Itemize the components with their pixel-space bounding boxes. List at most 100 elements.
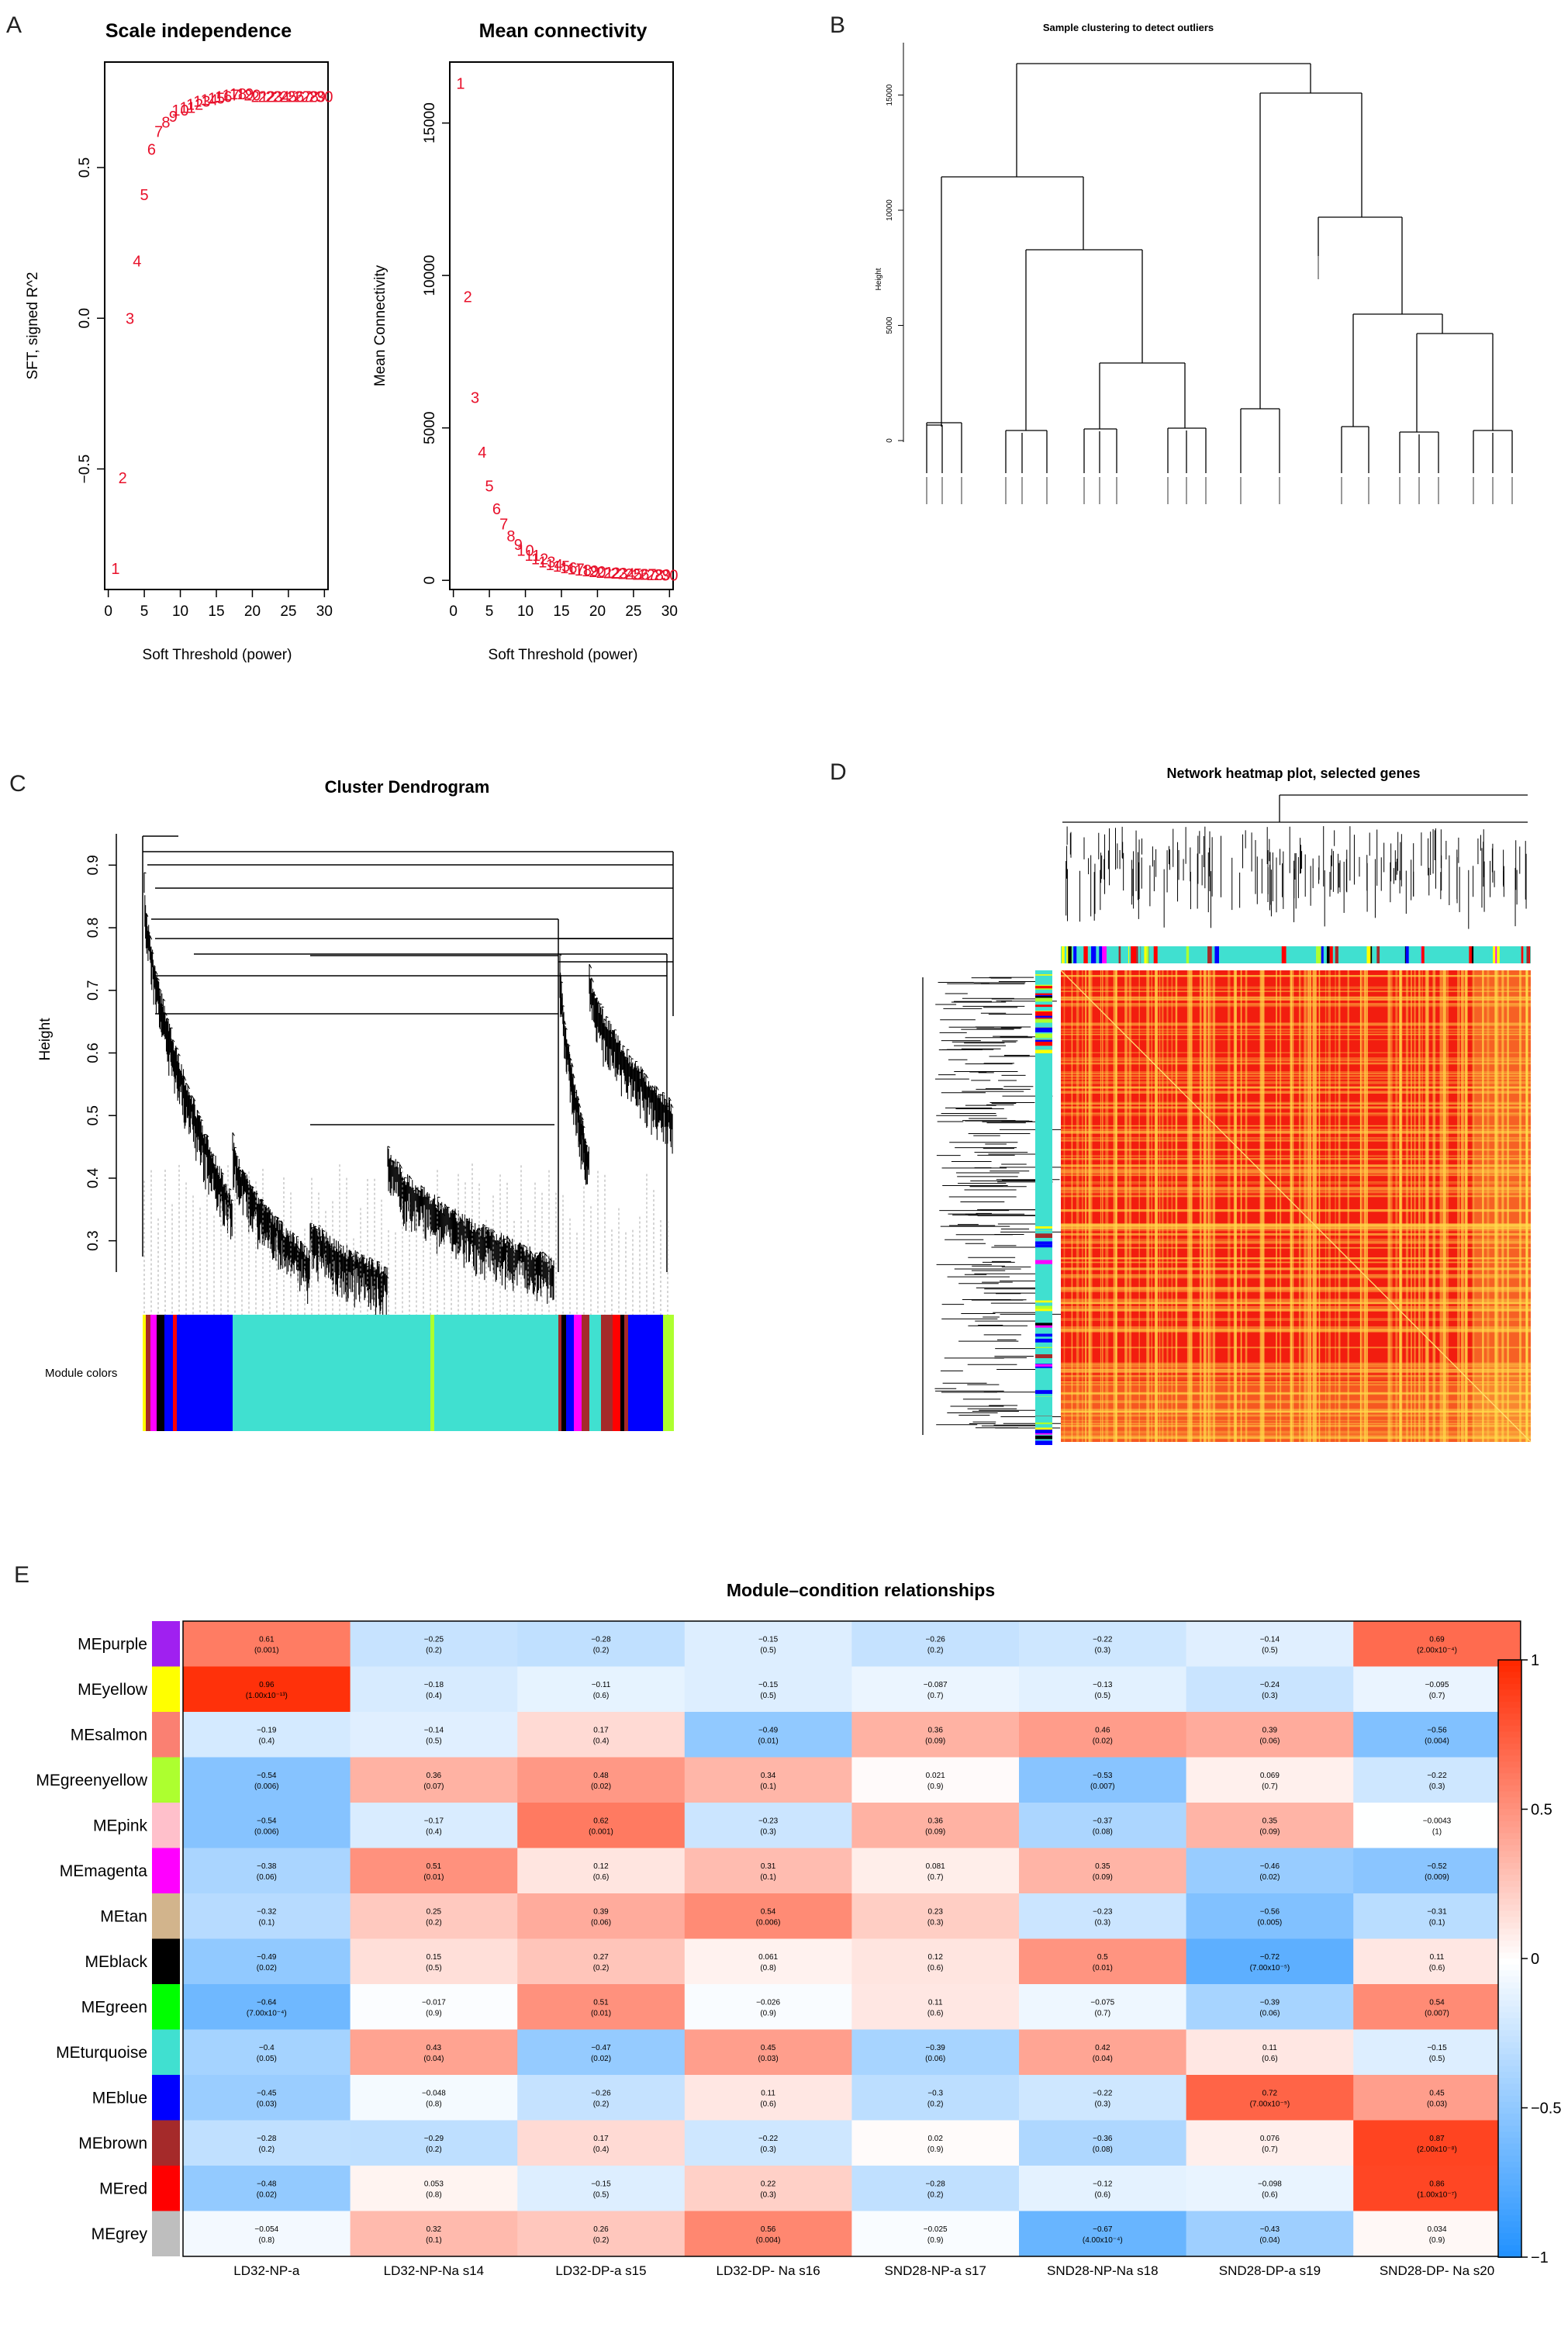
cell-correlation: 0.021 xyxy=(926,1772,945,1780)
cell-pvalue: (0.7) xyxy=(1262,1782,1278,1791)
heatmap-cell xyxy=(851,1712,1020,1758)
module-color-swatch xyxy=(152,1984,180,2030)
heatmap-cell xyxy=(851,2075,1020,2121)
legend-tick: −0.5 xyxy=(1531,2100,1561,2118)
cell-pvalue: (0.06) xyxy=(1259,2009,1280,2017)
cell-correlation: −0.64 xyxy=(257,1998,277,2007)
heatmap-cell xyxy=(350,1848,518,1894)
cell-correlation: −0.28 xyxy=(926,2180,946,2188)
conn-point-label: 18 xyxy=(575,562,592,579)
cell-pvalue: (0.2) xyxy=(593,2236,610,2245)
cell-correlation: −0.054 xyxy=(254,2225,278,2234)
cell-correlation: 0.15 xyxy=(427,1953,442,1962)
scale-point-label: 14 xyxy=(201,92,218,109)
conn-ytick: 15000 xyxy=(422,102,438,143)
module-color-swatch xyxy=(152,2120,180,2166)
cell-correlation: 0.62 xyxy=(593,1817,609,1825)
heatmap-cell xyxy=(1019,2166,1187,2211)
scale-point-label: 13 xyxy=(193,94,210,111)
cluster-dendrogram-ytick: 0.3 xyxy=(85,1230,102,1250)
cell-correlation: 0.35 xyxy=(1262,1817,1278,1825)
conn-point-label: 14 xyxy=(546,557,563,574)
cell-pvalue: (0.03) xyxy=(1427,2100,1447,2108)
heatmap-cell xyxy=(1019,2075,1187,2121)
cell-pvalue: (0.3) xyxy=(1095,2100,1111,2108)
heatmap-cell xyxy=(183,1666,351,1713)
heatmap-cell xyxy=(1186,2120,1354,2166)
scale-xtick: 0 xyxy=(104,603,112,620)
heatmap-cell xyxy=(517,1893,686,1939)
heatmap-cell xyxy=(350,1803,518,1848)
conn-point-label: 29 xyxy=(654,567,671,584)
network-left-dendrogram xyxy=(922,977,1071,1435)
cell-pvalue: (0.09) xyxy=(1093,1873,1113,1882)
cell-pvalue: (0.07) xyxy=(423,1782,444,1791)
scale-point-label: 20 xyxy=(243,88,261,105)
cell-pvalue: (0.6) xyxy=(1262,2055,1278,2063)
cell-correlation: −0.45 xyxy=(257,2089,277,2097)
heatmap-cell xyxy=(1186,1848,1354,1894)
heatmap-cell xyxy=(183,1712,351,1758)
cell-pvalue: (7.00x10⁻⁵) xyxy=(1250,2100,1290,2108)
cell-correlation: −0.49 xyxy=(758,1726,779,1734)
scale-point-label: 27 xyxy=(294,89,311,106)
cell-pvalue: (0.5) xyxy=(426,1964,442,1972)
cell-correlation: −0.075 xyxy=(1090,1998,1114,2007)
cell-pvalue: (0.7) xyxy=(927,1692,944,1700)
cell-pvalue: (7.00x10⁻⁵) xyxy=(1250,1964,1290,1972)
cell-pvalue: (0.09) xyxy=(1259,1827,1280,1836)
cell-pvalue: (0.004) xyxy=(1425,1737,1449,1745)
conn-point-label: 21 xyxy=(596,565,613,582)
cell-pvalue: (0.06) xyxy=(591,1918,611,1927)
heatmap-cell xyxy=(350,2075,518,2121)
cell-pvalue: (0.7) xyxy=(927,1873,944,1882)
cell-correlation: 0.42 xyxy=(1095,2044,1110,2052)
module-row-label: MEgrey xyxy=(92,2225,148,2243)
heatmap-cell xyxy=(1353,1893,1521,1939)
panel-letter-e: E xyxy=(14,1562,29,1588)
cell-correlation: 0.076 xyxy=(1260,2135,1280,2143)
cell-pvalue: (0.02) xyxy=(591,2055,611,2063)
cell-correlation: −0.24 xyxy=(1260,1681,1280,1689)
heatmap-cell xyxy=(517,2029,686,2076)
cell-correlation: −0.4 xyxy=(259,2044,275,2052)
cell-pvalue: (0.3) xyxy=(760,1827,776,1836)
heatmap-cell xyxy=(684,2075,852,2121)
heatmap-cell xyxy=(350,1938,518,1985)
conn-point-label: 2 xyxy=(464,289,472,306)
cell-pvalue: (0.1) xyxy=(259,1918,275,1927)
cluster-dendrogram-ylabel: Height xyxy=(37,1018,54,1061)
cell-pvalue: (0.9) xyxy=(927,2236,944,2245)
cell-pvalue: (0.6) xyxy=(593,1692,610,1700)
heatmap-cell xyxy=(1019,1848,1187,1894)
module-color-swatch xyxy=(152,2211,180,2256)
panel-letter-d: D xyxy=(830,759,847,785)
cell-correlation: −0.25 xyxy=(424,1635,444,1644)
network-top-dendrogram xyxy=(1062,794,1528,929)
module-color-swatch xyxy=(152,2166,180,2211)
heatmap-cell xyxy=(851,2120,1020,2166)
cell-pvalue: (0.9) xyxy=(760,2009,776,2017)
conn-point-label: 9 xyxy=(514,537,523,554)
cell-pvalue: (0.6) xyxy=(927,2009,944,2017)
cell-pvalue: (0.3) xyxy=(760,2145,776,2154)
cell-correlation: 0.46 xyxy=(1095,1726,1110,1734)
cell-correlation: −0.13 xyxy=(1093,1681,1113,1689)
heatmap-cell xyxy=(517,1803,686,1848)
heatmap-cell xyxy=(851,1666,1020,1713)
cell-pvalue: (0.03) xyxy=(758,2055,779,2063)
heatmap-cell xyxy=(1019,1893,1187,1939)
cell-correlation: −0.28 xyxy=(257,2135,277,2143)
cell-pvalue: (0.4) xyxy=(593,1737,610,1745)
heatmap-cell xyxy=(1186,1621,1354,1667)
heatmap-cell xyxy=(1353,2075,1521,2121)
conn-point-label: 27 xyxy=(639,567,656,584)
scale-point-label: 3 xyxy=(126,310,134,327)
sample-cluster-ytick: 0 xyxy=(886,438,894,443)
heatmap-cell xyxy=(1186,1803,1354,1848)
conn-point-label: 12 xyxy=(531,551,548,569)
conn-point-label: 3 xyxy=(471,389,479,406)
cell-correlation: 0.081 xyxy=(926,1862,945,1871)
heatmap-cell xyxy=(350,1621,518,1667)
cell-correlation: 0.51 xyxy=(427,1862,442,1871)
